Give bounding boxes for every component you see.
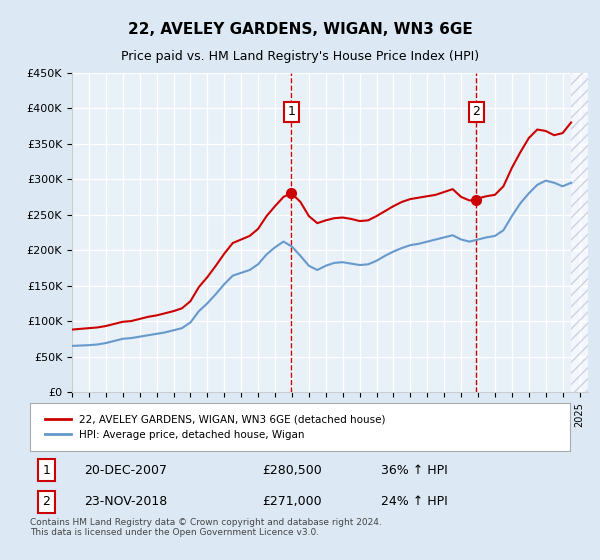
Legend: 22, AVELEY GARDENS, WIGAN, WN3 6GE (detached house), HPI: Average price, detache: 22, AVELEY GARDENS, WIGAN, WN3 6GE (deta… (41, 410, 390, 444)
Text: 22, AVELEY GARDENS, WIGAN, WN3 6GE: 22, AVELEY GARDENS, WIGAN, WN3 6GE (128, 22, 472, 38)
Text: 2: 2 (42, 495, 50, 508)
Text: 1: 1 (287, 105, 295, 118)
Text: 23-NOV-2018: 23-NOV-2018 (84, 495, 167, 508)
Text: 36% ↑ HPI: 36% ↑ HPI (381, 464, 448, 477)
Bar (571, 73, 588, 392)
Text: £271,000: £271,000 (262, 495, 322, 508)
Text: 24% ↑ HPI: 24% ↑ HPI (381, 495, 448, 508)
Text: Price paid vs. HM Land Registry's House Price Index (HPI): Price paid vs. HM Land Registry's House … (121, 50, 479, 63)
Text: £280,500: £280,500 (262, 464, 322, 477)
Text: Contains HM Land Registry data © Crown copyright and database right 2024.
This d: Contains HM Land Registry data © Crown c… (30, 518, 382, 538)
Text: 1: 1 (42, 464, 50, 477)
Text: 20-DEC-2007: 20-DEC-2007 (84, 464, 167, 477)
Text: 2: 2 (472, 105, 480, 118)
